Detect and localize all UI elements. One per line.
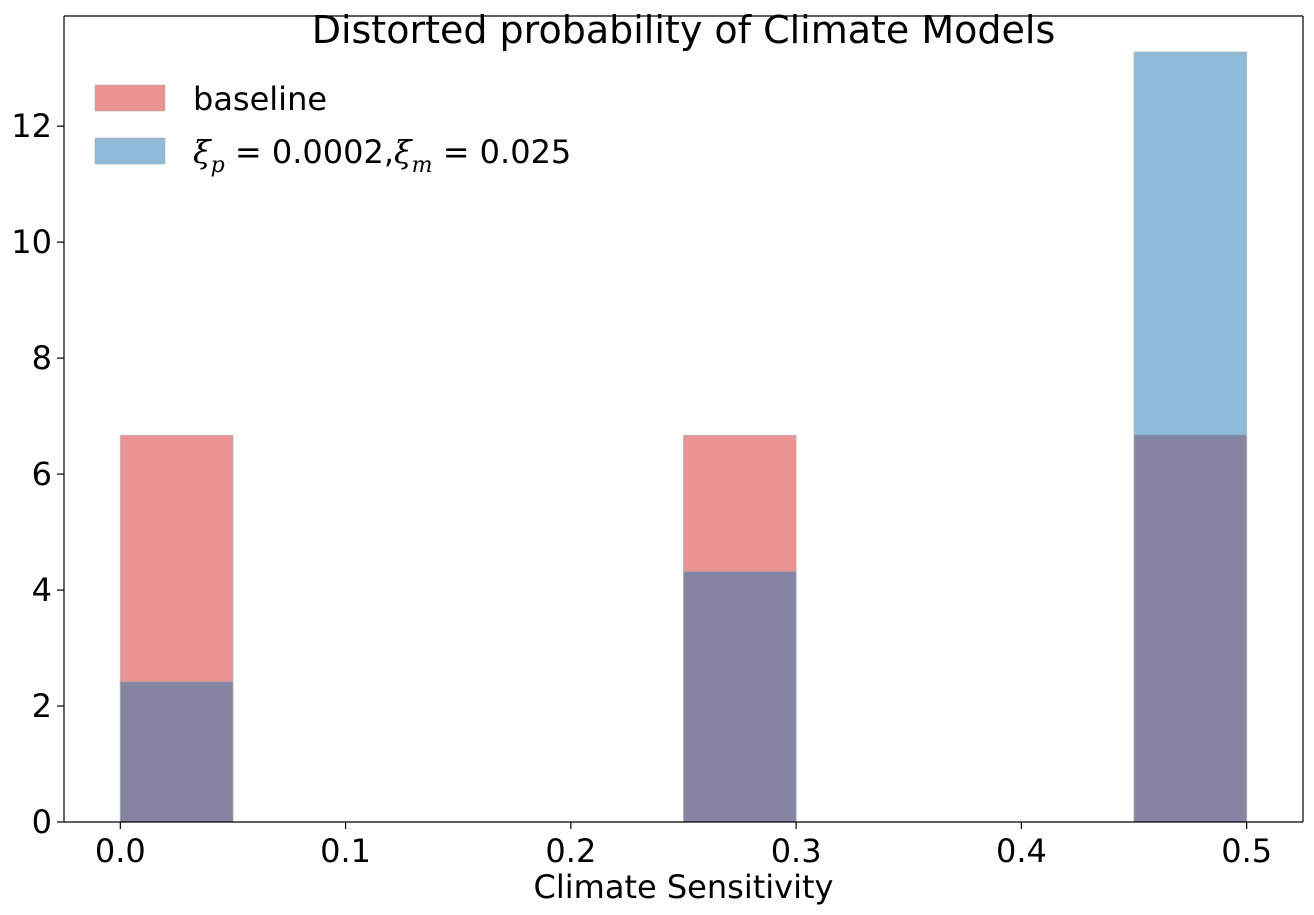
bar-series-2-bin-3 bbox=[1133, 51, 1248, 823]
legend-label-2: ξp = 0.0002,ξm = 0.025 bbox=[193, 133, 571, 178]
y-tick-label: 12 bbox=[11, 107, 52, 145]
legend-label-1: baseline bbox=[193, 80, 327, 118]
y-tick-label: 4 bbox=[32, 571, 52, 609]
y-tick-label: 8 bbox=[32, 339, 52, 377]
x-tick-label: 0.1 bbox=[320, 832, 371, 870]
x-ticks: 0.0 0.1 0.2 0.3 0.4 0.5 bbox=[95, 822, 1272, 870]
y-tick-label: 0 bbox=[32, 803, 52, 841]
legend-label-part: = 0.0002, bbox=[225, 133, 394, 171]
x-tick-label: 0.0 bbox=[95, 832, 146, 870]
legend-label-part: p bbox=[211, 153, 225, 178]
legend-label-part: m bbox=[412, 153, 433, 178]
x-tick-label: 0.5 bbox=[1221, 832, 1272, 870]
x-axis-label: Climate Sensitivity bbox=[534, 868, 834, 906]
y-tick-label: 2 bbox=[32, 687, 52, 725]
bars-layer bbox=[119, 51, 1248, 823]
bar-series-2-bin-2 bbox=[683, 571, 797, 823]
bar-series-2-bin-1 bbox=[119, 681, 234, 823]
x-tick-label: 0.3 bbox=[771, 832, 822, 870]
x-tick-label: 0.4 bbox=[996, 832, 1047, 870]
legend-swatch-2 bbox=[94, 137, 166, 165]
legend-swatch-1 bbox=[94, 84, 166, 112]
legend-label-part: ξ bbox=[193, 133, 212, 171]
y-tick-label: 6 bbox=[32, 455, 52, 493]
x-tick-label: 0.2 bbox=[545, 832, 596, 870]
legend-label-part: baseline bbox=[193, 80, 327, 118]
y-tick-label: 10 bbox=[11, 223, 52, 261]
axes-layer bbox=[63, 15, 1304, 823]
chart-title: Distorted probability of Climate Models bbox=[312, 8, 1056, 52]
y-ticks: 0 2 4 6 8 10 12 bbox=[11, 107, 64, 841]
legend-label-part: ξ bbox=[394, 133, 413, 171]
legend-label-part: = 0.025 bbox=[433, 133, 572, 171]
